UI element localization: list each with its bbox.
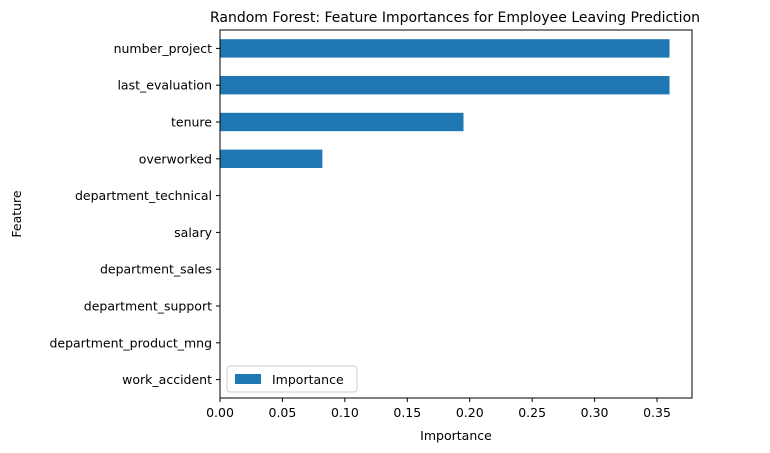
y-tick-label: department_product_mng	[49, 335, 212, 350]
chart-title: Random Forest: Feature Importances for E…	[210, 10, 700, 26]
y-tick-label: department_sales	[100, 262, 212, 277]
x-axis-title: Importance	[420, 428, 492, 443]
bar-tenure	[220, 112, 464, 132]
plot-frame	[219, 29, 693, 399]
x-tick-label: 0.30	[581, 405, 609, 420]
y-tick-label: tenure	[171, 115, 212, 130]
y-tick-label: number_project	[114, 41, 213, 56]
y-tick-label: last_evaluation	[117, 78, 212, 93]
y-tick-label: work_accident	[122, 372, 212, 387]
y-tick-label: department_support	[84, 299, 212, 314]
legend-label: Importance	[272, 372, 344, 387]
y-tick-label: overworked	[139, 151, 212, 166]
bar-last_evaluation	[220, 76, 670, 95]
x-tick-label: 0.20	[456, 405, 484, 420]
x-tick-label: 0.10	[331, 405, 359, 420]
x-ticks-group: 0.00 0.05 0.10 0.15 0.20 0.25 0.30 0.35	[206, 398, 671, 420]
legend: Importance	[226, 365, 358, 393]
bar-overworked	[220, 149, 323, 168]
bar-number_project	[220, 39, 670, 58]
y-axis-title: Feature	[9, 190, 24, 238]
x-tick-label: 0.25	[518, 405, 546, 420]
y-tick-label: department_technical	[75, 188, 212, 203]
x-tick-label: 0.00	[206, 405, 234, 420]
x-tick-label: 0.35	[643, 405, 671, 420]
x-tick-label: 0.15	[393, 405, 421, 420]
legend-frame	[226, 365, 358, 393]
legend-swatch	[235, 374, 261, 384]
x-tick-label: 0.05	[269, 405, 297, 420]
y-tick-label: salary	[174, 225, 212, 240]
bars-group	[220, 39, 670, 168]
